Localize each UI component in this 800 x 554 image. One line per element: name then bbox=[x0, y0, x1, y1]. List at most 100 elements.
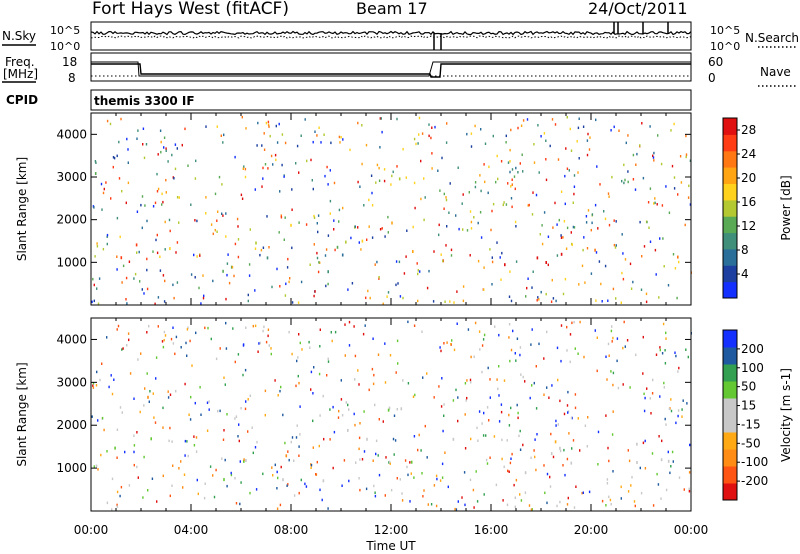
data-point bbox=[313, 216, 316, 219]
data-point bbox=[137, 129, 139, 132]
data-point bbox=[101, 416, 104, 420]
data-point bbox=[620, 485, 622, 489]
data-point bbox=[387, 231, 389, 234]
data-point bbox=[391, 221, 393, 225]
data-point bbox=[374, 403, 376, 407]
data-point bbox=[219, 409, 221, 413]
data-point bbox=[256, 440, 258, 444]
data-point bbox=[318, 126, 320, 129]
data-point bbox=[300, 134, 302, 137]
data-point bbox=[279, 190, 281, 193]
data-point bbox=[102, 247, 105, 251]
data-point bbox=[524, 491, 527, 494]
data-point bbox=[262, 329, 264, 333]
data-point bbox=[479, 211, 482, 214]
data-point bbox=[300, 478, 302, 482]
data-point bbox=[121, 281, 123, 284]
data-point bbox=[305, 223, 308, 226]
data-point bbox=[428, 269, 430, 273]
data-point bbox=[146, 268, 148, 272]
data-point bbox=[111, 508, 113, 511]
data-point bbox=[299, 433, 301, 436]
data-point bbox=[205, 125, 207, 128]
data-point bbox=[628, 459, 631, 463]
data-point bbox=[569, 127, 571, 131]
scatter-band-0 bbox=[95, 437, 152, 468]
data-point bbox=[546, 330, 548, 334]
data-point bbox=[500, 410, 503, 414]
data-point bbox=[456, 322, 458, 325]
data-point bbox=[267, 328, 270, 331]
data-point bbox=[595, 251, 598, 254]
data-point bbox=[570, 461, 573, 465]
data-point bbox=[670, 129, 672, 132]
data-point bbox=[526, 118, 529, 121]
data-point bbox=[417, 269, 419, 272]
data-point bbox=[530, 508, 533, 511]
data-point bbox=[613, 125, 615, 129]
data-point bbox=[461, 496, 463, 499]
data-point bbox=[278, 231, 280, 234]
scatter-band-3 bbox=[223, 459, 245, 482]
data-point bbox=[162, 474, 164, 478]
data-point bbox=[94, 172, 97, 175]
freq-tick-low: 8 bbox=[68, 71, 76, 85]
data-point bbox=[268, 125, 270, 128]
data-point bbox=[395, 371, 397, 374]
data-point bbox=[517, 126, 519, 130]
data-point bbox=[552, 455, 555, 459]
data-point bbox=[621, 271, 623, 275]
data-point bbox=[264, 163, 267, 166]
data-point bbox=[234, 477, 236, 480]
data-point bbox=[120, 256, 123, 260]
data-point bbox=[146, 257, 148, 261]
data-point bbox=[567, 410, 570, 413]
data-point bbox=[285, 454, 288, 458]
data-point bbox=[522, 375, 524, 379]
data-point bbox=[152, 392, 154, 395]
data-point bbox=[185, 341, 187, 345]
data-point bbox=[296, 359, 298, 363]
data-point bbox=[165, 178, 167, 182]
data-point bbox=[392, 170, 394, 174]
data-point bbox=[271, 285, 273, 289]
data-point bbox=[600, 282, 602, 286]
data-point bbox=[601, 499, 604, 503]
data-point bbox=[212, 232, 214, 236]
data-point bbox=[449, 300, 451, 303]
data-point bbox=[200, 302, 202, 305]
data-point bbox=[316, 256, 319, 260]
data-point bbox=[474, 124, 476, 128]
data-point bbox=[607, 192, 610, 195]
data-point bbox=[310, 463, 313, 467]
data-point bbox=[587, 416, 589, 419]
data-point bbox=[327, 270, 329, 274]
data-point bbox=[267, 120, 270, 124]
data-point bbox=[154, 421, 157, 424]
data-point bbox=[298, 333, 300, 336]
data-point bbox=[254, 446, 257, 449]
data-point bbox=[552, 297, 555, 300]
data-point bbox=[445, 244, 447, 247]
data-point bbox=[282, 478, 284, 482]
data-point bbox=[203, 496, 206, 500]
data-point bbox=[317, 230, 319, 234]
data-point bbox=[590, 272, 593, 275]
data-point bbox=[357, 226, 359, 229]
colorbar-segment bbox=[723, 150, 737, 168]
data-point bbox=[636, 152, 638, 156]
data-point bbox=[527, 204, 529, 207]
data-point bbox=[499, 256, 501, 259]
data-point bbox=[220, 134, 222, 137]
data-point bbox=[334, 248, 336, 252]
data-point bbox=[167, 160, 169, 163]
data-point bbox=[519, 429, 521, 433]
data-point bbox=[111, 477, 114, 481]
scatter-band-0 bbox=[120, 243, 138, 260]
data-point bbox=[505, 141, 507, 144]
data-point bbox=[188, 413, 190, 416]
data-point bbox=[342, 138, 344, 141]
data-point bbox=[223, 376, 225, 379]
data-point bbox=[290, 440, 292, 444]
data-point bbox=[136, 465, 138, 469]
